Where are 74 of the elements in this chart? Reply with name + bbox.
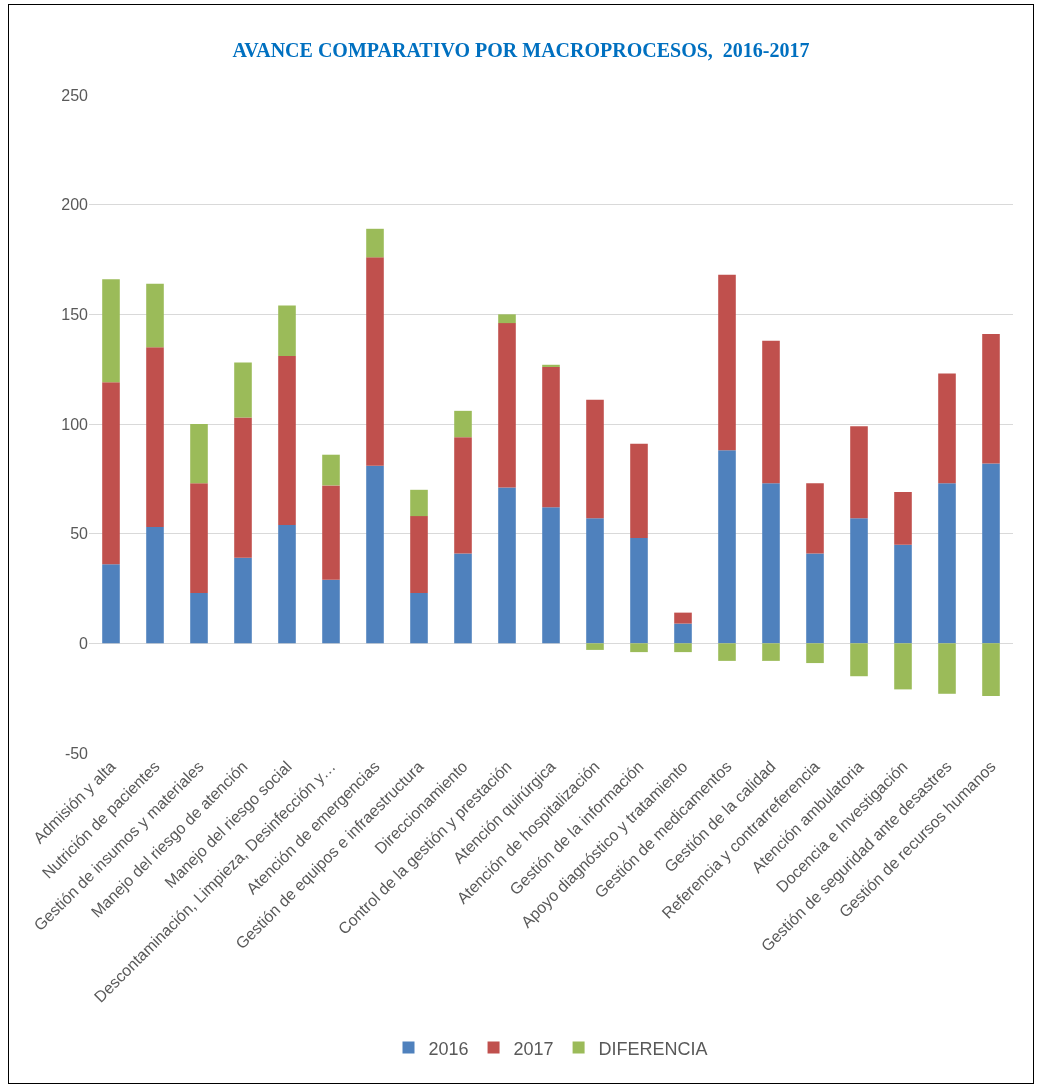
bar — [102, 279, 120, 383]
bar — [982, 643, 1000, 696]
bar — [454, 410, 472, 438]
bar — [762, 340, 780, 484]
bar — [762, 483, 780, 644]
bar — [190, 592, 208, 644]
bar — [498, 314, 516, 324]
bar — [102, 382, 120, 565]
y-tick-label: 100 — [61, 415, 89, 433]
bar — [278, 305, 296, 357]
bar — [718, 450, 736, 644]
bar — [762, 643, 780, 661]
bar — [498, 487, 516, 644]
bar — [410, 489, 428, 517]
bar — [234, 557, 252, 644]
bar — [234, 362, 252, 418]
bar — [234, 417, 252, 558]
bar — [454, 437, 472, 554]
bar — [850, 426, 868, 519]
bar — [674, 643, 692, 653]
bar — [850, 643, 868, 677]
bar — [366, 228, 384, 258]
bar — [542, 507, 560, 644]
bar — [410, 516, 428, 593]
bar — [322, 579, 340, 644]
bar — [630, 443, 648, 539]
bar — [278, 356, 296, 525]
legend-label: 2016 — [428, 1038, 469, 1059]
bar — [102, 564, 120, 644]
bar — [938, 483, 956, 644]
bar — [410, 592, 428, 644]
y-tick-label: 150 — [61, 305, 89, 323]
bar — [718, 643, 736, 661]
bar — [850, 518, 868, 644]
bar — [982, 463, 1000, 644]
bar — [190, 424, 208, 484]
bar — [586, 643, 604, 650]
bar — [146, 283, 164, 348]
y-tick-label: 0 — [79, 634, 89, 652]
bar — [982, 334, 1000, 464]
legend-label: 2017 — [513, 1038, 554, 1059]
bar — [630, 643, 648, 653]
bar — [498, 323, 516, 488]
bar — [278, 524, 296, 644]
bar — [806, 483, 824, 554]
bar — [894, 491, 912, 545]
bar — [322, 454, 340, 486]
bar — [674, 623, 692, 644]
bar — [894, 643, 912, 690]
bar — [806, 643, 824, 664]
bar — [190, 483, 208, 593]
bar — [586, 518, 604, 644]
bar — [938, 373, 956, 484]
bar — [454, 553, 472, 644]
bar — [366, 257, 384, 466]
bar — [542, 366, 560, 508]
y-tick-label: -50 — [64, 744, 89, 762]
bar — [938, 643, 956, 694]
bar — [542, 364, 560, 367]
bar — [366, 465, 384, 644]
y-tick-label: 50 — [70, 525, 89, 543]
y-tick-label: 250 — [61, 86, 89, 104]
bar — [630, 538, 648, 644]
chart-title: AVANCE COMPARATIVO POR MACROPROCESOS, 2016-2017 — [232, 38, 810, 61]
bar — [806, 553, 824, 644]
legend-label: DIFERENCIA — [598, 1038, 708, 1059]
bar — [586, 399, 604, 519]
bar — [146, 347, 164, 528]
bar — [146, 527, 164, 644]
bar — [674, 612, 692, 624]
y-tick-label: 200 — [61, 196, 89, 214]
bar — [322, 485, 340, 580]
bar — [718, 274, 736, 451]
bar — [894, 544, 912, 644]
